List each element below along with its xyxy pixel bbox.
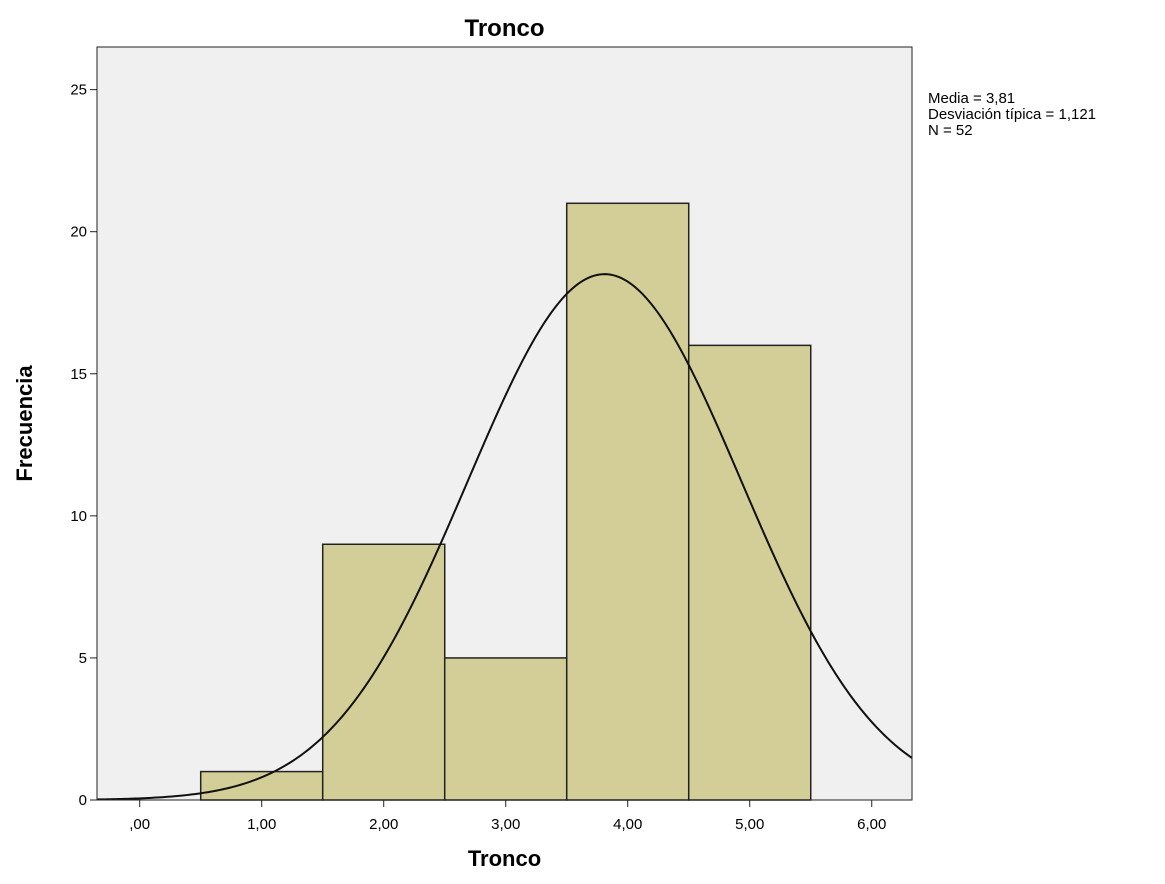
axes-layer: 0 5 10 15 20 25 ,00 1,00 2,00 3,00 4,00 5,00 6,00 (70, 82, 886, 833)
chart-title: Tronco (464, 15, 544, 42)
x-tick-label-6: 6,00 (857, 816, 886, 833)
y-tick-label-1: 5 (79, 650, 87, 667)
normal-curve (96, 273, 913, 801)
y-tick-label-4: 20 (70, 224, 87, 241)
x-axis-title: Tronco (468, 846, 541, 871)
y-axis-title: Frecuencia (12, 365, 37, 482)
x-tick-label-0: ,00 (129, 816, 150, 833)
stats-n: N = 52 (928, 122, 973, 139)
histogram-bar-5 (687, 344, 812, 801)
histogram-bar-4 (565, 202, 690, 801)
x-tick-label-5: 5,00 (735, 816, 764, 833)
stats-mean: Media = 3,81 (928, 90, 1015, 107)
histogram-bar-1 (199, 770, 324, 801)
y-tick-label-0: 0 (79, 792, 87, 809)
histogram-bar-2 (321, 543, 446, 801)
x-tick-label-1: 1,00 (247, 816, 276, 833)
plot-frame (96, 46, 913, 801)
stats-box: Media = 3,81 Desviación típica = 1,121 N… (928, 90, 1096, 139)
x-tick-label-4: 4,00 (613, 816, 642, 833)
x-tick-label-3: 3,00 (491, 816, 520, 833)
x-tick-label-2: 2,00 (369, 816, 398, 833)
y-tick-label-2: 10 (70, 508, 87, 525)
stats-std-dev: Desviación típica = 1,121 (928, 106, 1096, 123)
y-tick-label-3: 15 (70, 366, 87, 383)
y-tick-label-5: 25 (70, 82, 87, 99)
bars-layer (199, 202, 812, 801)
histogram-bar-3 (443, 657, 568, 801)
